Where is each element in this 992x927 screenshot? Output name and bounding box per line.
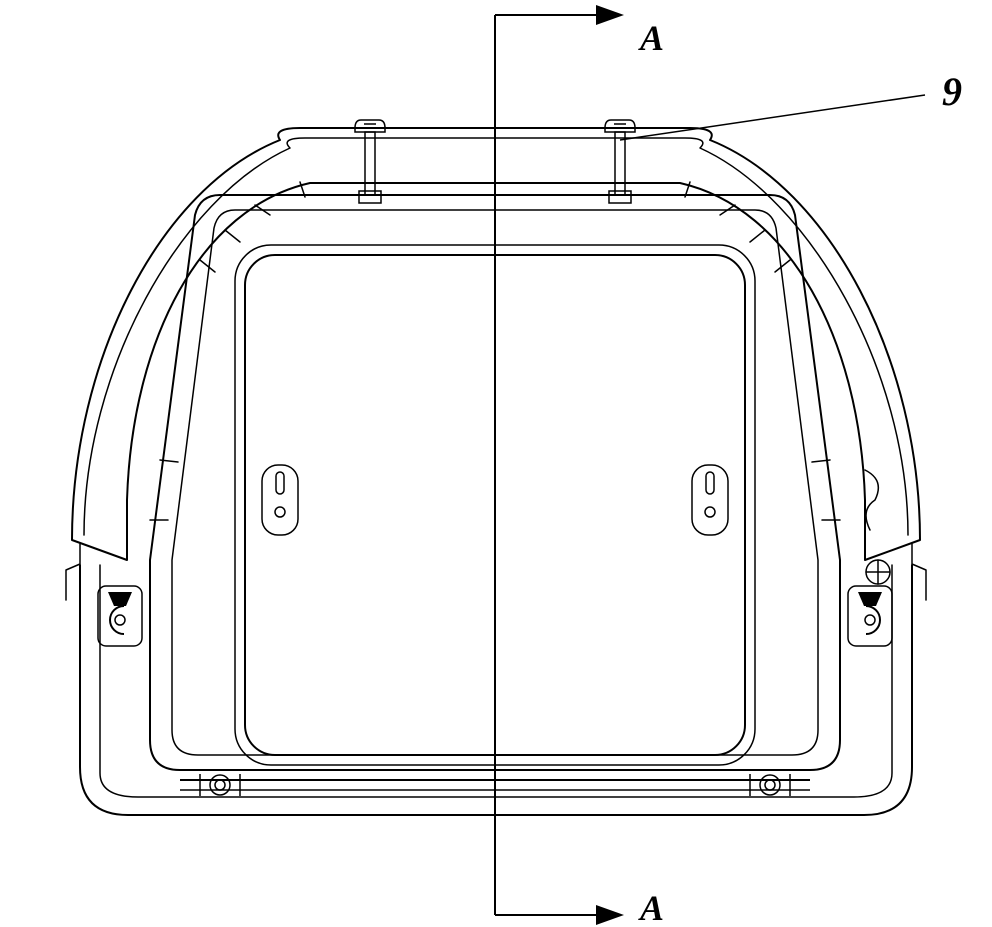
section-label-bottom: A [638, 888, 664, 927]
callout-9: 9 [620, 69, 962, 140]
section-label-top: A [638, 18, 664, 58]
callout-9-label: 9 [942, 69, 962, 114]
engineering-drawing: A A 9 [0, 0, 992, 927]
